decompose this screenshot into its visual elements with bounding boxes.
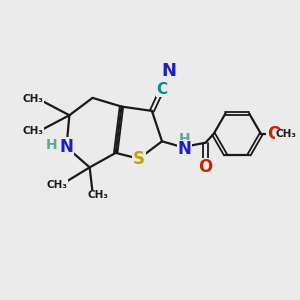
Text: S: S xyxy=(133,150,145,168)
Text: CH₃: CH₃ xyxy=(23,94,44,104)
Text: CH₃: CH₃ xyxy=(87,190,108,200)
Text: N: N xyxy=(59,138,74,156)
Text: H: H xyxy=(179,132,190,146)
Text: CH₃: CH₃ xyxy=(276,129,297,139)
Text: CH₃: CH₃ xyxy=(47,180,68,190)
Text: C: C xyxy=(157,82,168,97)
Text: N: N xyxy=(161,62,176,80)
Text: O: O xyxy=(198,158,213,176)
Text: O: O xyxy=(267,125,281,143)
Text: CH₃: CH₃ xyxy=(23,126,44,136)
Text: H: H xyxy=(46,138,58,152)
Text: N: N xyxy=(178,140,191,158)
